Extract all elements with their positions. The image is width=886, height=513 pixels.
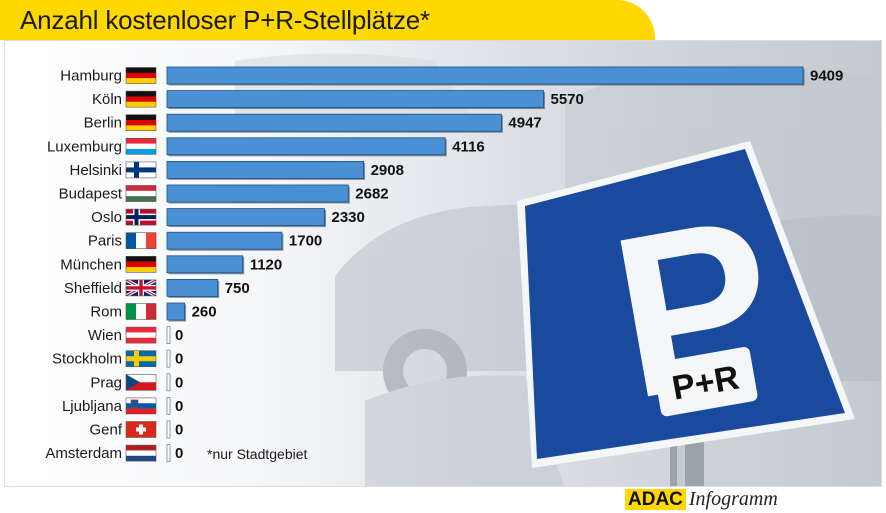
category-label: Genf (89, 422, 122, 439)
category-label: Berlin (84, 115, 122, 132)
slovenia-flag-icon (125, 397, 157, 415)
norway-flag-icon (125, 208, 157, 226)
sweden-flag-icon (125, 350, 157, 368)
value-label: 1700 (289, 233, 322, 250)
italy-flag-icon (125, 303, 157, 320)
category-label: Helsinki (69, 162, 122, 179)
value-label: 2908 (371, 162, 404, 179)
germany-flag-icon (125, 114, 157, 131)
value-label: 2682 (355, 186, 388, 203)
category-label: Budapest (59, 186, 123, 203)
luxembourg-flag-icon (125, 138, 157, 155)
sign-face (525, 149, 845, 459)
value-label: 1120 (250, 256, 283, 273)
parking-sign: P P+R (517, 141, 855, 486)
value-label: 0 (175, 327, 183, 344)
value-label: 5570 (551, 91, 584, 108)
switzerland-flag-icon (125, 421, 157, 438)
netherlands-flag-icon (125, 444, 157, 462)
value-label: 0 (175, 351, 183, 368)
footnote: *nur Stadtgebiet (207, 446, 308, 462)
value-label: 9409 (810, 68, 843, 85)
brand-footer: ADAC Infogramm (625, 488, 778, 510)
title-banner: Anzahl kostenloser P+R-Stellplätze* (0, 0, 655, 40)
bar (166, 326, 171, 345)
bar (166, 161, 364, 179)
value-label: 4116 (452, 138, 485, 155)
austria-flag-icon (125, 326, 157, 344)
bar (166, 278, 219, 297)
value-label: 4947 (508, 115, 541, 132)
category-label: Luxemburg (47, 138, 122, 155)
france-flag-icon (125, 232, 157, 249)
category-label: Paris (88, 233, 122, 250)
brand-suffix: Infogramm (688, 487, 778, 510)
bar (166, 231, 283, 250)
chart-title: Anzahl kostenloser P+R-Stellplätze* (20, 5, 430, 35)
finland-flag-icon (125, 161, 157, 179)
bar-chart: P P+R Hamburg 9409 Köln 5570 Berlin 4947 Luxem… (45, 53, 881, 486)
value-label: 260 (192, 304, 217, 321)
sign-plate (653, 346, 758, 417)
chart-panel: P P+R Hamburg 9409 Köln 5570 Berlin 4947 Luxem… (4, 40, 882, 487)
bar (166, 90, 544, 108)
bar (166, 208, 325, 227)
category-label: Sheffield (64, 280, 122, 297)
category-label: Ljubljana (62, 398, 123, 415)
category-label: Hamburg (60, 68, 122, 85)
value-label: 750 (225, 280, 250, 297)
value-label: 0 (175, 445, 183, 462)
category-label: Wien (88, 327, 122, 344)
germany-flag-icon (125, 67, 157, 84)
value-label: 0 (175, 374, 183, 391)
category-label: Stockholm (52, 351, 122, 368)
value-label: 0 (175, 398, 183, 415)
value-label: 2330 (331, 209, 364, 226)
bar (166, 66, 804, 85)
hungary-flag-icon (125, 185, 157, 202)
bar (166, 396, 171, 415)
germany-flag-icon (125, 256, 157, 273)
bar (166, 137, 446, 156)
bar (166, 420, 171, 439)
bar (166, 444, 171, 463)
bar (166, 349, 171, 368)
bar (166, 255, 244, 274)
value-label: 0 (175, 422, 183, 439)
category-label: Oslo (91, 209, 122, 226)
category-label: Köln (92, 91, 122, 108)
germany-flag-icon (125, 90, 157, 108)
category-label: München (60, 256, 122, 273)
bar (166, 302, 185, 321)
bar (166, 113, 502, 132)
czech-flag-icon (125, 373, 157, 391)
category-label: Prag (90, 374, 122, 391)
adac-logo: ADAC (625, 488, 686, 510)
category-label: Amsterdam (45, 445, 122, 462)
category-label: Rom (90, 304, 122, 321)
bar (166, 373, 171, 392)
uk-flag-icon (125, 278, 157, 298)
bar (166, 184, 349, 203)
bars-layer: Hamburg 9409 Köln 5570 Berlin 4947 Luxemburg 41… (45, 66, 843, 463)
